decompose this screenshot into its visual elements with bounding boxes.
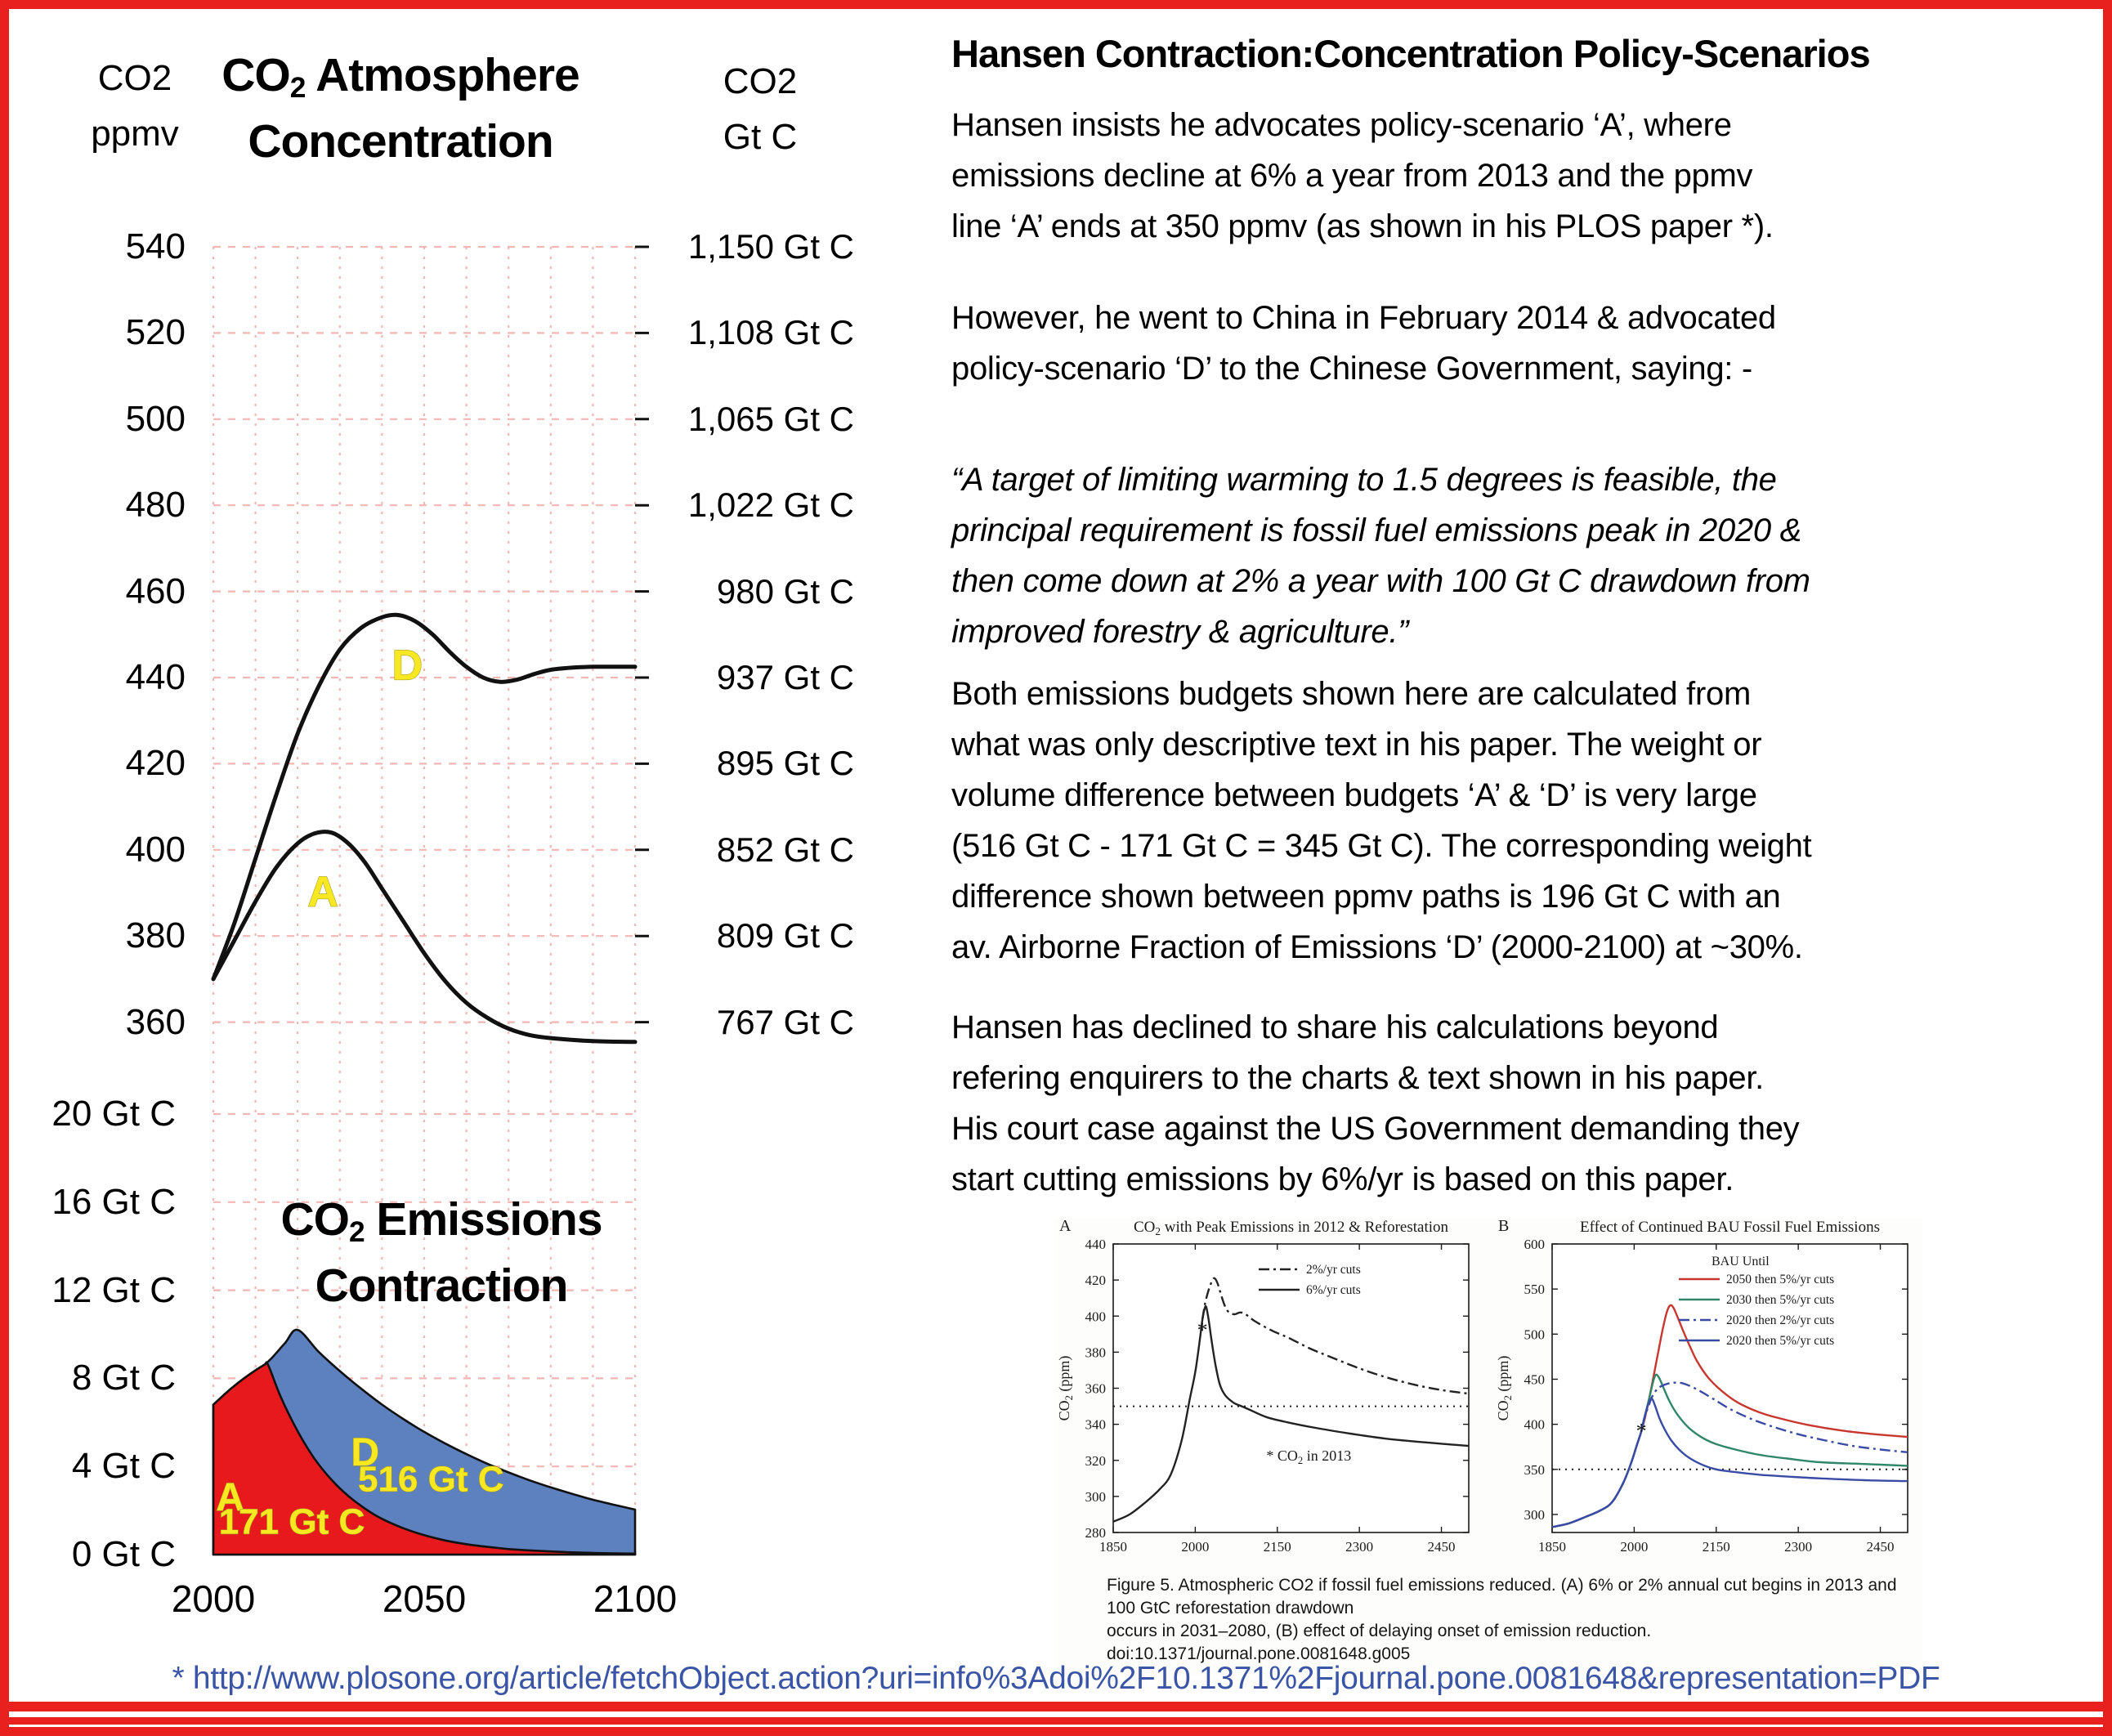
svg-text:CO2 (ppm): CO2 (ppm) [1495,1356,1514,1421]
svg-text:2%/yr cuts: 2%/yr cuts [1306,1263,1361,1277]
svg-text:600: 600 [1524,1237,1546,1252]
svg-text:A: A [216,1476,244,1519]
svg-text:CO2 with Peak Emissions in 201: CO2 with Peak Emissions in 2012 & Refore… [1134,1219,1449,1237]
svg-text:280: 280 [1085,1525,1107,1541]
svg-text:2450: 2450 [1428,1539,1456,1555]
svg-text:516 Gt C: 516 Gt C [358,1459,504,1499]
paragraph-2: However, he went to China in February 20… [951,300,1776,387]
svg-text:400: 400 [1524,1417,1546,1433]
svg-text:CO2 (ppm): CO2 (ppm) [1056,1356,1075,1421]
svg-text:1850: 1850 [1099,1539,1127,1555]
svg-text:380: 380 [1085,1345,1107,1360]
figure5-caption: Figure 5. Atmospheric CO2 if fossil fuel… [1107,1576,1897,1663]
svg-text:350: 350 [1524,1462,1546,1478]
svg-text:BAU Until: BAU Until [1712,1255,1770,1268]
paragraph-1: Hansen insists he advocates policy-scena… [951,107,1774,244]
svg-text:420: 420 [1085,1273,1107,1288]
svg-text:2030 then 5%/yr cuts: 2030 then 5%/yr cuts [1726,1293,1834,1307]
svg-text:440: 440 [1085,1237,1107,1252]
svg-text:2300: 2300 [1784,1539,1812,1555]
subscript-2: 2 [348,1215,365,1248]
concentration-chart-title: CO2 Atmosphere Concentration [188,43,613,175]
paragraph-5: Hansen has declined to share his calcula… [951,1009,1800,1197]
title-text: Emissions Contraction [315,1193,603,1312]
svg-text:171 Gt C: 171 Gt C [219,1501,365,1541]
svg-text:300: 300 [1085,1489,1107,1505]
subscript-2: 2 [289,71,307,104]
svg-text:2150: 2150 [1703,1539,1730,1555]
figure5-panel-b: 1850 2000 2150 2300 2450 300 350 400 450 500 550 60… [1495,1218,1908,1555]
svg-text:*: * [1197,1318,1208,1342]
article-title: Hansen Contraction:Concentration Policy-… [951,32,1871,75]
plos-figure5: 1850 2000 2150 2300 2450 280 300 320 340 360 380 40… [1056,1218,1922,1676]
footer-stripe [0,1717,2112,1725]
svg-text:360: 360 [1085,1381,1107,1397]
svg-text:2150: 2150 [1264,1539,1291,1555]
svg-text:320: 320 [1085,1453,1107,1469]
svg-text:D: D [351,1431,379,1474]
svg-text:2000: 2000 [1181,1539,1209,1555]
svg-text:* CO2 in 2013: * CO2 in 2013 [1266,1447,1351,1466]
svg-text:300: 300 [1524,1507,1546,1523]
gtc-axis-header: CO2 Gt C [723,61,798,158]
svg-text:*: * [1636,1419,1647,1443]
paragraph-quote: “A target of limiting warming to 1.5 deg… [951,462,1810,650]
svg-text:2300: 2300 [1345,1539,1373,1555]
svg-text:550: 550 [1524,1282,1546,1297]
paragraph-4: Both emissions budgets shown here are ca… [951,676,1812,965]
svg-text:B: B [1498,1218,1509,1235]
figure5-panels: 1850 2000 2150 2300 2450 280 300 320 340 360 380 40… [1056,1218,1916,1569]
footer-stripe [0,1702,2112,1711]
svg-text:A: A [307,868,338,915]
svg-text:400: 400 [1085,1309,1107,1324]
svg-text:2020 then 5%/yr cuts: 2020 then 5%/yr cuts [1726,1334,1834,1348]
svg-text:2450: 2450 [1867,1539,1895,1555]
title-text: CO [221,49,290,101]
svg-text:A: A [1059,1218,1072,1235]
svg-text:Effect of Continued BAU Fossil: Effect of Continued BAU Fossil Fuel Emis… [1580,1219,1880,1236]
emissions-chart-title: CO2 Emissions Contraction [229,1187,654,1319]
svg-text:D: D [392,642,423,690]
svg-text:2020 then 2%/yr cuts: 2020 then 2%/yr cuts [1726,1313,1834,1327]
title-text: CO [280,1193,349,1246]
figure5-panel-a: 1850 2000 2150 2300 2450 280 300 320 340 360 380 40… [1056,1218,1470,1555]
source-url-link[interactable]: * http://www.plosone.org/article/fetchOb… [172,1661,1940,1696]
svg-text:340: 340 [1085,1417,1107,1433]
svg-text:500: 500 [1524,1327,1546,1342]
title-text: Atmosphere Concentration [248,49,579,168]
svg-text:6%/yr cuts: 6%/yr cuts [1306,1283,1361,1297]
svg-text:2050 then 5%/yr cuts: 2050 then 5%/yr cuts [1726,1273,1834,1286]
svg-text:450: 450 [1524,1371,1546,1387]
svg-text:2000: 2000 [1620,1539,1648,1555]
svg-text:1850: 1850 [1538,1539,1566,1555]
ppmv-axis-header: CO2 ppmv [91,58,179,154]
